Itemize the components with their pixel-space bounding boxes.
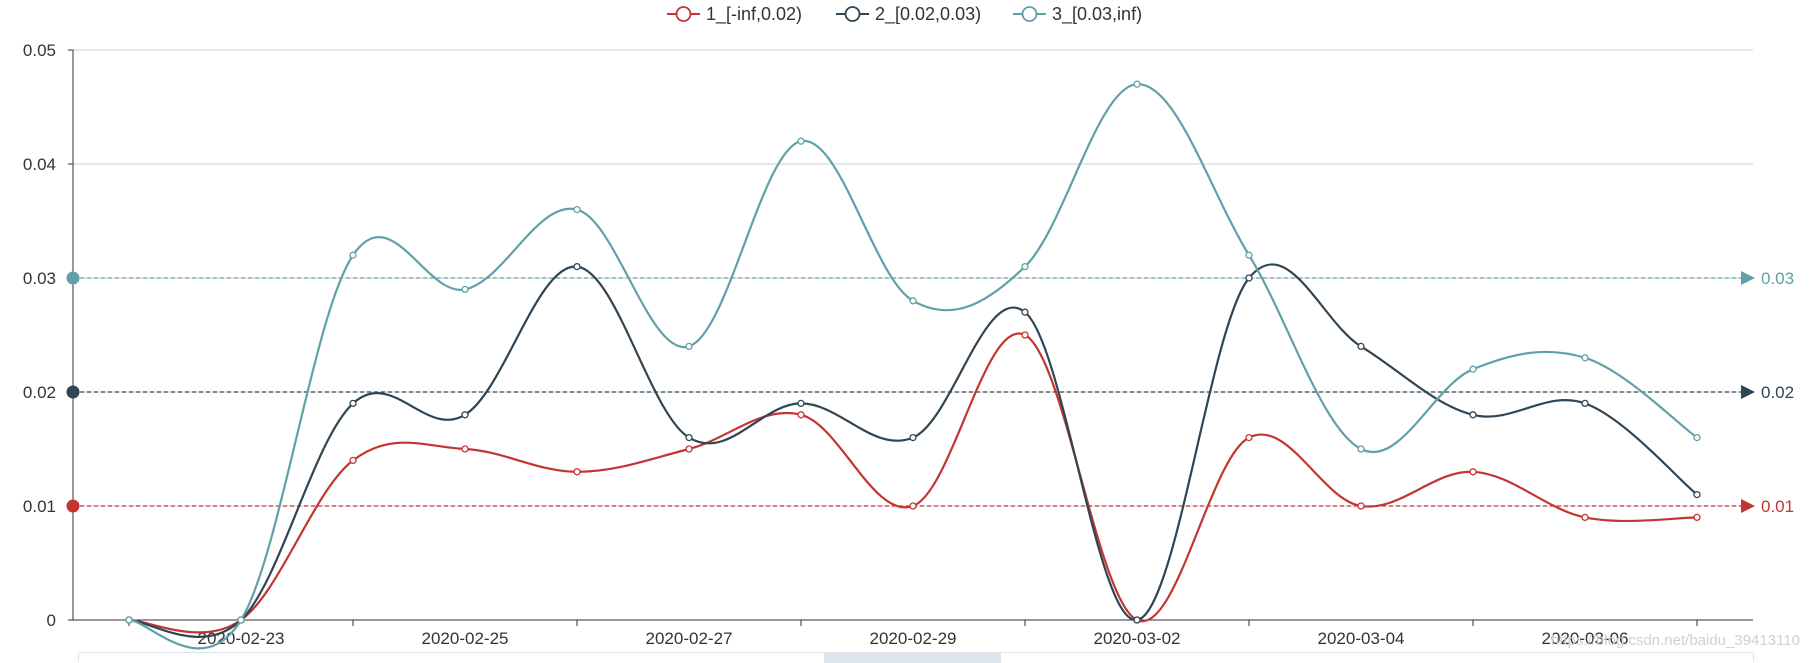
- data-point: [1357, 502, 1365, 510]
- x-tick-label: 2020-02-29: [870, 629, 957, 648]
- data-point: [1693, 513, 1701, 522]
- data-point: [1021, 308, 1029, 316]
- series-3: [125, 80, 1701, 650]
- series-2: [125, 262, 1701, 638]
- x-tick-label: 2020-02-27: [646, 629, 733, 648]
- data-point: [1245, 274, 1253, 282]
- mark-line-label: 0.02: [1761, 383, 1794, 402]
- data-point: [1581, 399, 1589, 408]
- y-tick-label: 0.03: [23, 269, 56, 288]
- data-point: [685, 342, 693, 351]
- x-tick-label: 2020-03-06: [1542, 629, 1629, 648]
- data-point: [1581, 513, 1589, 522]
- data-point: [1357, 445, 1365, 453]
- data-point: [573, 262, 581, 271]
- data-zoom-slider[interactable]: [78, 652, 1754, 663]
- legend-label: 2_[0.02,0.03): [875, 4, 981, 25]
- data-point: [1357, 342, 1365, 351]
- mark-line-arrow: [1741, 499, 1755, 513]
- mark-lines: 0.01 0.02 0.03: [66, 269, 1794, 516]
- data-point: [1245, 433, 1253, 442]
- data-point: [349, 251, 357, 259]
- series-line: [128, 83, 1698, 650]
- mark-line-arrow: [1741, 385, 1755, 399]
- data-point: [1133, 616, 1141, 624]
- mark-line-start-dot: [66, 271, 80, 285]
- data-point: [909, 433, 917, 442]
- x-tick-label: 2020-03-04: [1318, 629, 1405, 648]
- x-tick-label: 2020-03-02: [1094, 629, 1181, 648]
- data-point: [349, 399, 357, 408]
- data-point: [573, 468, 581, 476]
- mark-line-start-dot: [66, 385, 80, 399]
- data-zoom-handle[interactable]: [824, 653, 1001, 663]
- data-point: [1693, 433, 1701, 442]
- data-point: [125, 616, 133, 624]
- mark-line-label: 0.03: [1761, 269, 1794, 288]
- data-point: [1245, 251, 1253, 259]
- legend-label: 3_[0.03,inf): [1052, 4, 1142, 25]
- data-point: [1469, 411, 1477, 419]
- series-1: [125, 331, 1701, 634]
- data-point: [685, 445, 693, 453]
- data-point: [349, 456, 357, 465]
- legend-marker: [675, 6, 692, 22]
- data-point: [461, 285, 469, 294]
- data-point: [685, 433, 693, 442]
- data-point: [797, 137, 805, 145]
- legend-marker: [1021, 6, 1038, 22]
- y-tick-label: 0.01: [23, 497, 56, 516]
- data-point: [1021, 262, 1029, 271]
- mark-line-label: 0.01: [1761, 497, 1794, 516]
- data-point: [1693, 490, 1701, 499]
- legend-item-1[interactable]: 1_[-inf,0.02): [667, 4, 802, 25]
- data-point: [1469, 468, 1477, 476]
- mark-line-arrow: [1741, 271, 1755, 285]
- data-point: [1581, 354, 1589, 362]
- data-point: [461, 445, 469, 453]
- legend-label: 1_[-inf,0.02): [706, 4, 802, 25]
- data-point: [1021, 331, 1029, 339]
- y-tick-label: 0: [47, 611, 56, 630]
- data-point: [909, 502, 917, 510]
- legend-item-2[interactable]: 2_[0.02,0.03): [836, 4, 981, 25]
- data-point: [797, 399, 805, 408]
- mark-line-start-dot: [66, 499, 80, 513]
- y-tick-label: 0.05: [23, 41, 56, 60]
- data-point: [1133, 80, 1141, 88]
- series: [125, 80, 1701, 650]
- legend[interactable]: 1_[-inf,0.02) 2_[0.02,0.03) 3_[0.03,inf): [667, 4, 1142, 25]
- data-point: [1469, 365, 1477, 373]
- series-line: [128, 332, 1698, 634]
- series-line: [128, 263, 1698, 638]
- data-point: [909, 297, 917, 305]
- y-tick-label: 0.02: [23, 383, 56, 402]
- y-tick-label: 0.04: [23, 155, 56, 174]
- watermark: https://blog.csdn.net/baidu_39413110: [1551, 632, 1800, 649]
- x-tick-label: 2020-02-25: [422, 629, 509, 648]
- data-point: [237, 616, 245, 624]
- legend-item-3[interactable]: 3_[0.03,inf): [1013, 4, 1142, 25]
- data-point: [797, 411, 805, 419]
- data-point: [461, 411, 469, 419]
- data-point: [573, 205, 581, 214]
- legend-marker: [844, 6, 861, 22]
